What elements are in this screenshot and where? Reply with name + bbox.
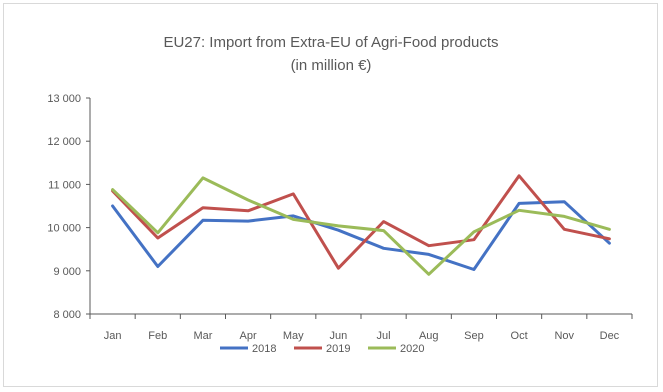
legend-item-2019: 2019	[294, 343, 350, 355]
x-tick-label: Nov	[554, 330, 574, 342]
axes	[89, 98, 632, 315]
legend-label: 2020	[400, 343, 424, 355]
x-tick-label: Jul	[377, 330, 391, 342]
legend-label: 2018	[252, 343, 276, 355]
x-tick-label: Apr	[240, 330, 257, 342]
legend-item-2020: 2020	[368, 343, 424, 355]
y-tick-label: 11 000	[48, 179, 81, 191]
legend-label: 2019	[326, 343, 350, 355]
x-axis-ticks: Jan Feb Mar Apr May Jun Jul Aug Sep Oct Nov Dec	[89, 314, 633, 342]
legend: 2018 2019 2020	[220, 343, 424, 355]
x-tick-label: May	[283, 330, 304, 342]
y-tick-label: 8 000	[53, 309, 81, 321]
y-axis-ticks: 8 000 9 000 10 000 11 000 12 000 13 000	[47, 93, 90, 321]
chart-title: EU27: Import from Extra-EU of Agri-Food …	[163, 34, 498, 51]
y-tick-label: 9 000	[53, 266, 81, 278]
x-tick-label: Aug	[419, 330, 439, 342]
series-line-2019	[111, 174, 611, 270]
y-tick-label: 13 000	[47, 93, 81, 105]
chart-frame	[3, 3, 658, 387]
series-line-2020	[111, 176, 611, 276]
y-tick-label: 12 000	[47, 136, 81, 148]
y-tick-label: 10 000	[47, 223, 81, 235]
x-tick-label: Feb	[148, 330, 167, 342]
x-tick-label: Sep	[464, 330, 484, 342]
x-tick-label: Dec	[600, 330, 620, 342]
series-line-2018	[111, 200, 611, 271]
chart-subtitle: (in million €)	[291, 57, 372, 74]
x-tick-label: Mar	[193, 330, 212, 342]
series-lines	[111, 174, 611, 276]
x-tick-label: Oct	[511, 330, 528, 342]
legend-item-2018: 2018	[220, 343, 276, 355]
x-tick-label: Jun	[330, 330, 348, 342]
x-tick-label: Jan	[104, 330, 122, 342]
